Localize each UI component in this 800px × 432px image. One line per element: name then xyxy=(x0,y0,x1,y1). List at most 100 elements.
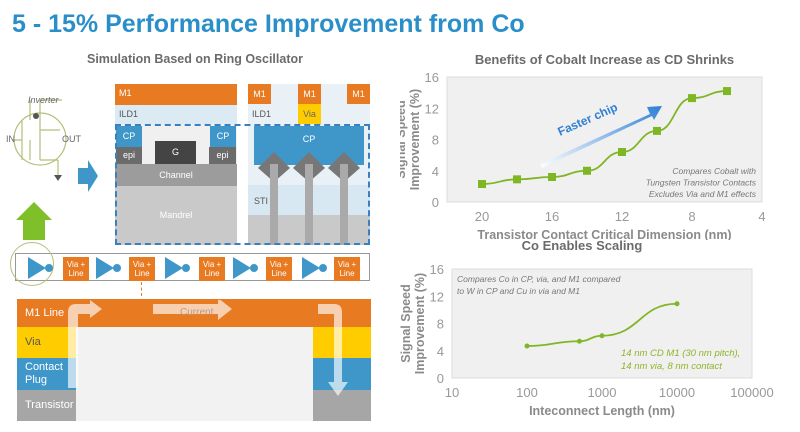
faster-chip-arrow-icon xyxy=(540,106,662,168)
chart-title: Benefits of Cobalt Increase as CD Shrink… xyxy=(475,52,734,67)
inverter-bubble-icon xyxy=(319,264,327,272)
via-line-text: Via + xyxy=(202,260,222,269)
gate: G xyxy=(155,141,196,164)
y-tick-label: 0 xyxy=(437,371,444,386)
data-point xyxy=(513,175,521,184)
via-line-box: Via + Line xyxy=(63,257,89,281)
m1-block: M1 xyxy=(298,84,321,104)
data-point xyxy=(478,180,486,189)
plug-label: Plug xyxy=(25,374,48,386)
epi-right: epi xyxy=(209,147,236,164)
y-tick-label: 12 xyxy=(430,289,444,304)
data-point xyxy=(674,301,680,307)
cd-shrink-chart: Benefits of Cobalt Increase as CD Shrink… xyxy=(400,52,766,240)
m1-block: M1 xyxy=(248,84,271,104)
x-tick-label: 1000 xyxy=(588,385,617,400)
y-tick-label: 0 xyxy=(432,195,439,210)
inverter-bubble-icon xyxy=(45,264,53,272)
via-line-text: Line xyxy=(68,269,84,278)
y-tick-label: 16 xyxy=(430,262,444,277)
inverter-icon xyxy=(28,257,46,279)
x-axis-label: Transistor Contact Critical Dimension (n… xyxy=(477,228,731,240)
scaling-chart: Co Enables Scaling 0 4 8 12 16 10 100 1000 10000 1… xyxy=(400,238,774,418)
in-label: IN xyxy=(6,134,15,144)
y-tick-label: 16 xyxy=(425,70,439,85)
m1-block: M1 xyxy=(115,84,237,105)
ild1-layer: ILD1 xyxy=(115,105,237,124)
y-tick-label: 12 xyxy=(425,101,439,116)
chart-note: Excludes Via and M1 effects xyxy=(649,189,757,199)
x-tick-label: 12 xyxy=(615,209,629,224)
contact-label: Contact xyxy=(25,361,63,373)
current-label: Current xyxy=(180,307,214,318)
chart-title: Co Enables Scaling xyxy=(522,238,643,253)
data-point xyxy=(653,126,661,135)
left-subtitle: Simulation Based on Ring Oscillator xyxy=(86,52,303,66)
inverter-schematic xyxy=(12,99,98,240)
y-tick-label: 8 xyxy=(437,317,444,332)
inverter-highlight-circle xyxy=(10,242,54,286)
mandrel: Mandrel xyxy=(115,186,237,245)
x-tick-label: 10 xyxy=(445,385,459,400)
x-axis-label: Inteconnect Length (nm) xyxy=(529,404,675,418)
via-line-text: Via + xyxy=(269,260,289,269)
chart-note: Compares Co in CP, via, and M1 compared xyxy=(457,274,621,284)
epi-left: epi xyxy=(116,147,142,164)
cp-left: CP xyxy=(116,126,142,147)
chart-note: Tungsten Transistor Contacts xyxy=(646,178,757,188)
y-axis-label: Signal Speed xyxy=(400,100,408,179)
transistor-label: Transistor xyxy=(25,399,74,411)
fins xyxy=(258,152,360,245)
inverter-icon xyxy=(233,257,251,279)
x-tick-label: 4 xyxy=(758,209,765,224)
current-arrows xyxy=(68,300,348,396)
via-line-box: Via + Line xyxy=(334,257,360,281)
ild1-label-right: ILD1 xyxy=(252,109,272,119)
inverter-label: Inverter xyxy=(28,95,59,105)
up-arrow-icon xyxy=(16,202,52,240)
chart-note: to W in CP and Cu in via and M1 xyxy=(457,286,580,296)
dashed-highlight xyxy=(115,124,370,245)
data-point xyxy=(583,166,591,175)
right-arrow-icon xyxy=(78,160,98,192)
gap-area xyxy=(76,327,313,421)
out-label: OUT xyxy=(62,134,81,144)
via-line-text: Via + xyxy=(66,260,86,269)
slide-title: 5 - 15% Performance Improvement from Co xyxy=(12,10,525,38)
dashed-connector xyxy=(141,282,142,296)
x-tick-label: 100000 xyxy=(730,385,773,400)
inverter-icon xyxy=(165,257,183,279)
y-tick-label: 8 xyxy=(432,133,439,148)
chart-note: Compares Cobalt with xyxy=(672,166,756,176)
via-block: Via xyxy=(298,104,321,124)
via-line-box: Via + Line xyxy=(129,257,155,281)
via-line-text: Line xyxy=(134,269,150,278)
plot-area xyxy=(451,268,753,379)
series-note: 14 nm CD M1 (30 nm pitch), xyxy=(621,348,740,359)
m1-line-label: M1 Line xyxy=(25,307,65,319)
data-point xyxy=(599,333,605,339)
y-axis-label: Improvement (%) xyxy=(413,273,427,374)
x-tick-label: 8 xyxy=(688,209,695,224)
data-point xyxy=(548,173,556,181)
via-line-text: Via + xyxy=(132,260,152,269)
m1-block: M1 xyxy=(347,84,370,104)
inverter-bubble-icon xyxy=(182,264,190,272)
bubble-icon xyxy=(33,113,39,119)
x-tick-label: 100 xyxy=(516,385,538,400)
data-point xyxy=(618,148,626,156)
data-point xyxy=(576,338,582,344)
data-point xyxy=(723,87,731,96)
inverter-icon xyxy=(302,257,320,279)
via-line-box: Via + Line xyxy=(266,257,292,281)
channel: Channel xyxy=(115,164,237,186)
inverter-icon xyxy=(96,257,114,279)
sti-label: STI xyxy=(254,196,269,206)
series-line xyxy=(481,90,728,185)
data-point xyxy=(688,94,696,103)
x-tick-label: 20 xyxy=(475,209,489,224)
ground-icon xyxy=(54,175,62,181)
y-axis-label: Signal Speed xyxy=(400,284,413,363)
data-point xyxy=(524,343,530,349)
y-axis-label: Improvement (%) xyxy=(408,89,422,190)
